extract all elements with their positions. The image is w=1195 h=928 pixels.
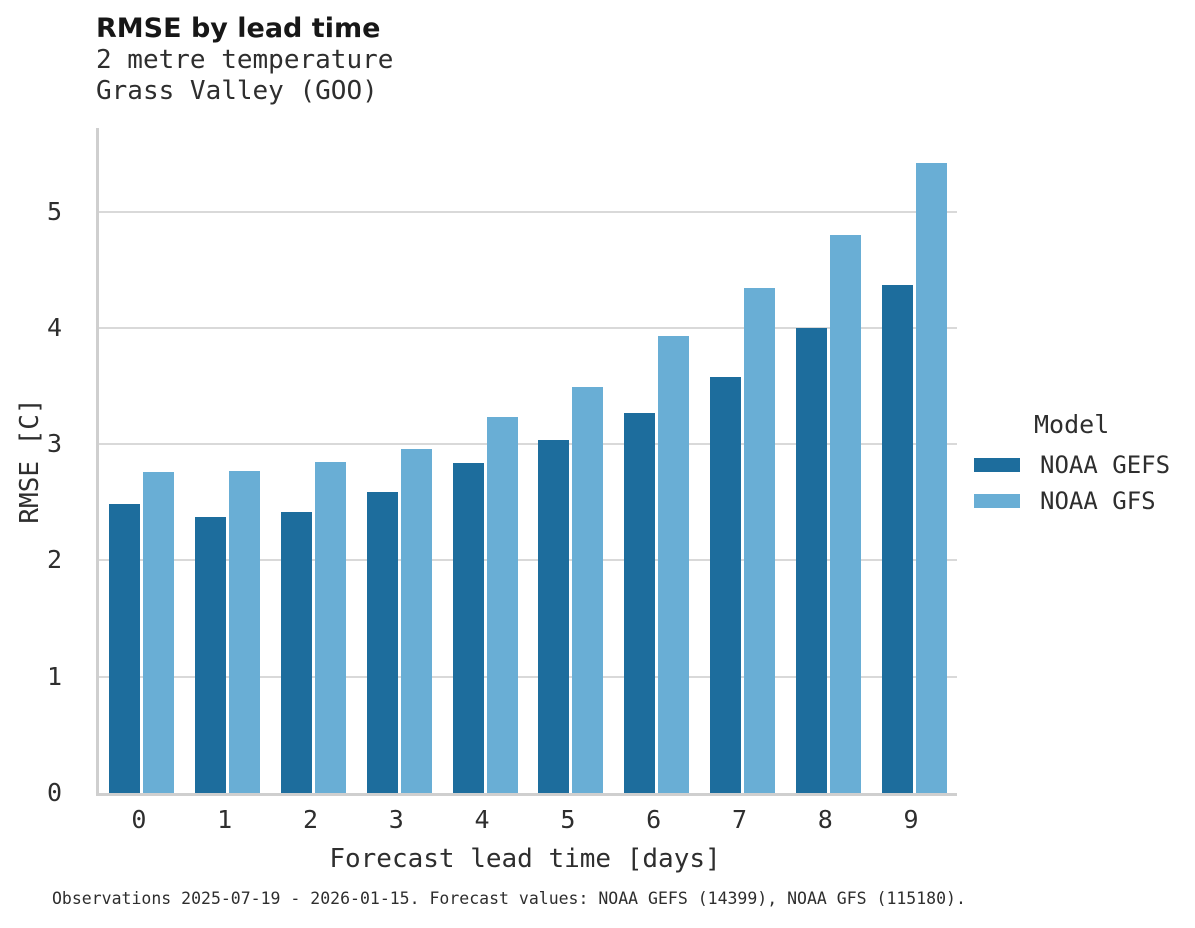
x-tick-label-3: 3 [388, 805, 404, 834]
bar-noaa-gefs-day-1 [195, 517, 227, 793]
x-axis-label: Forecast lead time [days] [329, 844, 721, 874]
legend: Model NOAA GEFS NOAA GFS [974, 410, 1170, 519]
x-tick-label-8: 8 [817, 805, 833, 834]
legend-title: Model [1034, 410, 1110, 439]
bar-group-day-8 [785, 128, 871, 793]
legend-item-noaa-gfs: NOAA GFS [974, 483, 1170, 519]
y-tick-label-1: 1 [46, 661, 62, 691]
bar-group-day-9 [871, 128, 957, 793]
chart-title: RMSE by lead time [96, 13, 381, 44]
bar-noaa-gfs-day-5 [572, 387, 604, 793]
chart-subtitle-station: Grass Valley (GOO) [96, 76, 378, 106]
x-tick-label-5: 5 [560, 805, 576, 834]
y-tick-label-0: 0 [46, 778, 62, 807]
bar-group-day-2 [271, 128, 357, 793]
x-tick-label-7: 7 [731, 805, 747, 834]
x-tick-label-9: 9 [903, 805, 919, 834]
bar-noaa-gefs-day-2 [280, 511, 312, 793]
bar-noaa-gfs-day-6 [658, 336, 690, 793]
bar-noaa-gfs-day-1 [229, 470, 261, 793]
bar-group-day-1 [185, 128, 271, 793]
y-tick-label-4: 4 [46, 312, 62, 342]
gridline-y-5 [99, 210, 957, 213]
bar-noaa-gefs-day-9 [881, 284, 913, 793]
gridline-y-3 [99, 443, 957, 446]
bar-noaa-gfs-day-4 [486, 417, 518, 793]
bar-noaa-gefs-day-0 [109, 503, 141, 793]
bar-group-day-0 [99, 128, 185, 793]
x-axis-ticks: 0 1 2 3 4 5 6 7 8 9 [96, 805, 954, 835]
bar-group-day-6 [614, 128, 700, 793]
bar-noaa-gfs-day-9 [915, 162, 947, 793]
y-tick-label-3: 3 [46, 429, 62, 459]
bar-series-container [99, 128, 957, 793]
gridline-y-1 [99, 675, 957, 678]
plot-area [96, 128, 957, 796]
legend-label: NOAA GEFS [1040, 451, 1171, 479]
bar-noaa-gefs-day-7 [709, 376, 741, 793]
bar-noaa-gefs-day-6 [624, 412, 656, 793]
bar-group-day-3 [356, 128, 442, 793]
chart-header: RMSE by lead time 2 metre temperature Gr… [96, 12, 393, 107]
y-tick-label-5: 5 [46, 196, 62, 226]
y-axis-ticks: 0 1 2 3 4 5 [0, 128, 80, 807]
gridline-y-4 [99, 326, 957, 329]
x-tick-label-2: 2 [302, 805, 319, 834]
bar-group-day-4 [442, 128, 528, 793]
legend-label: NOAA GFS [1040, 487, 1156, 515]
bar-noaa-gefs-day-3 [366, 491, 398, 793]
bar-noaa-gefs-day-4 [452, 462, 484, 793]
x-tick-label-6: 6 [646, 805, 662, 834]
legend-items: NOAA GEFS NOAA GFS [974, 447, 1170, 519]
x-tick-label-0: 0 [131, 805, 147, 834]
legend-swatch-icon [974, 458, 1020, 472]
bar-noaa-gfs-day-8 [829, 234, 861, 793]
bar-noaa-gefs-day-8 [795, 327, 827, 793]
y-tick-label-2: 2 [46, 545, 62, 575]
bar-noaa-gfs-day-0 [143, 472, 175, 793]
bar-noaa-gfs-day-3 [400, 448, 432, 793]
bar-noaa-gfs-day-2 [314, 461, 346, 793]
footnote-caption: Observations 2025-07-19 - 2026-01-15. Fo… [52, 889, 966, 908]
legend-item-noaa-gefs: NOAA GEFS [974, 447, 1170, 483]
x-tick-label-1: 1 [217, 805, 233, 834]
gridline-y-2 [99, 559, 957, 562]
bar-group-day-7 [700, 128, 786, 793]
bar-noaa-gfs-day-7 [743, 288, 775, 793]
bar-noaa-gefs-day-5 [538, 439, 570, 793]
x-tick-label-4: 4 [474, 805, 490, 834]
chart-subtitle-variable: 2 metre temperature [96, 45, 394, 75]
bar-group-day-5 [528, 128, 614, 793]
legend-swatch-icon [974, 494, 1020, 508]
